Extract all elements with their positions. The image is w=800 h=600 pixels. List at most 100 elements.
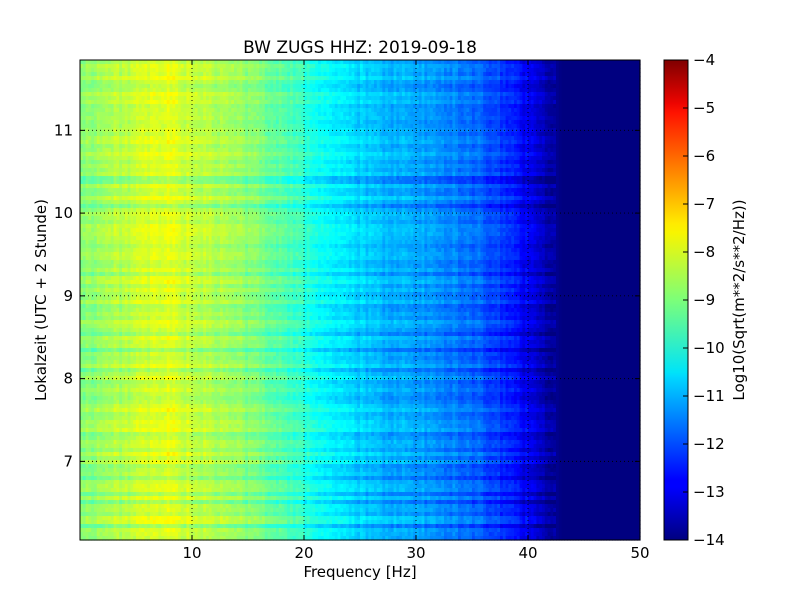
heatmap-cell xyxy=(88,244,92,249)
heatmap-cell xyxy=(102,232,106,237)
heatmap-cell xyxy=(96,168,101,173)
heatmap-cell xyxy=(99,80,103,85)
heatmap-cell xyxy=(113,176,117,181)
heatmap-cell xyxy=(138,488,143,493)
heatmap-cell xyxy=(94,196,98,201)
heatmap-cell xyxy=(94,456,98,461)
heatmap-cell xyxy=(82,204,87,209)
heatmap-cell xyxy=(91,504,95,509)
heatmap-cell xyxy=(141,444,145,449)
heatmap-cell xyxy=(122,80,126,85)
heatmap-cell xyxy=(99,156,103,161)
heatmap-cell xyxy=(152,224,157,229)
heatmap-cell xyxy=(82,72,87,77)
heatmap-cell xyxy=(88,376,92,381)
heatmap-cell xyxy=(138,132,143,137)
heatmap-cell xyxy=(82,136,87,141)
heatmap-cell xyxy=(127,468,131,473)
heatmap-cell xyxy=(152,192,157,197)
heatmap-cell xyxy=(113,344,117,349)
heatmap-cell xyxy=(102,452,106,457)
heatmap-cell xyxy=(138,368,143,373)
heatmap-cell xyxy=(105,248,109,253)
heatmap-cell xyxy=(138,76,143,81)
heatmap-cell xyxy=(110,268,115,273)
heatmap-cell xyxy=(82,236,87,241)
heatmap-cell xyxy=(141,352,145,357)
heatmap-cell xyxy=(88,276,92,281)
heatmap-cell xyxy=(99,444,103,449)
heatmap-cell xyxy=(91,480,95,485)
heatmap-cell xyxy=(133,368,137,373)
heatmap-cell xyxy=(150,244,154,249)
heatmap-cell xyxy=(150,148,154,153)
heatmap-cell xyxy=(122,152,126,157)
heatmap-cell xyxy=(116,80,120,85)
heatmap-cell xyxy=(141,360,145,365)
heatmap-cell xyxy=(136,392,140,397)
heatmap-cell xyxy=(82,520,87,525)
heatmap-cell xyxy=(130,352,134,357)
heatmap-cell xyxy=(82,392,87,397)
heatmap-cell xyxy=(116,156,120,161)
heatmap-cell xyxy=(88,520,92,525)
heatmap-cell xyxy=(85,348,89,353)
heatmap-cell xyxy=(110,352,115,357)
heatmap-cell xyxy=(144,180,148,185)
heatmap-cell xyxy=(113,80,117,85)
heatmap-cell xyxy=(94,360,98,365)
heatmap-cell xyxy=(119,420,123,425)
heatmap-cell xyxy=(152,280,157,285)
heatmap-cell xyxy=(91,400,95,405)
heatmap-cell xyxy=(102,192,106,197)
heatmap-cell xyxy=(152,488,157,493)
heatmap-cell xyxy=(124,348,129,353)
heatmap-cell xyxy=(150,376,154,381)
heatmap-cell xyxy=(133,68,137,73)
heatmap-cell xyxy=(147,276,151,281)
heatmap-cell xyxy=(80,444,84,449)
heatmap-cell xyxy=(141,208,145,213)
heatmap-cell xyxy=(124,184,129,189)
heatmap-cell xyxy=(105,384,109,389)
heatmap-cell xyxy=(144,320,148,325)
heatmap-cell xyxy=(96,396,101,401)
heatmap-cell xyxy=(82,420,87,425)
heatmap-cell xyxy=(105,380,109,385)
heatmap-cell xyxy=(110,292,115,297)
heatmap-cell xyxy=(82,500,87,505)
heatmap-cell xyxy=(88,80,92,85)
heatmap-cell xyxy=(144,60,148,65)
heatmap-cell xyxy=(110,536,115,541)
heatmap-cell xyxy=(150,348,154,353)
heatmap-cell xyxy=(155,420,159,425)
heatmap-cell xyxy=(119,88,123,93)
heatmap-cell xyxy=(136,312,140,317)
heatmap-cell xyxy=(91,240,95,245)
heatmap-cell xyxy=(155,384,159,389)
heatmap-cell xyxy=(124,528,129,533)
heatmap-cell xyxy=(82,96,87,101)
heatmap-cell xyxy=(119,432,123,437)
heatmap-cell xyxy=(105,188,109,193)
heatmap-cell xyxy=(133,176,137,181)
heatmap-cell xyxy=(99,460,103,465)
heatmap-cell xyxy=(91,512,95,517)
heatmap-cell xyxy=(127,356,131,361)
heatmap-cell xyxy=(127,220,131,225)
heatmap-cell xyxy=(124,444,129,449)
heatmap-cell xyxy=(133,404,137,409)
heatmap-cell xyxy=(155,372,159,377)
heatmap-cell xyxy=(88,84,92,89)
heatmap-cell xyxy=(116,500,120,505)
heatmap-cell xyxy=(130,84,134,89)
heatmap-cell xyxy=(96,404,101,409)
heatmap-cell xyxy=(96,480,101,485)
heatmap-cell xyxy=(136,220,140,225)
heatmap-cell xyxy=(113,456,117,461)
heatmap-cell xyxy=(94,256,98,261)
heatmap-cell xyxy=(82,532,87,537)
heatmap-cell xyxy=(108,392,112,397)
heatmap-cell xyxy=(82,340,87,345)
heatmap-cell xyxy=(91,184,95,189)
